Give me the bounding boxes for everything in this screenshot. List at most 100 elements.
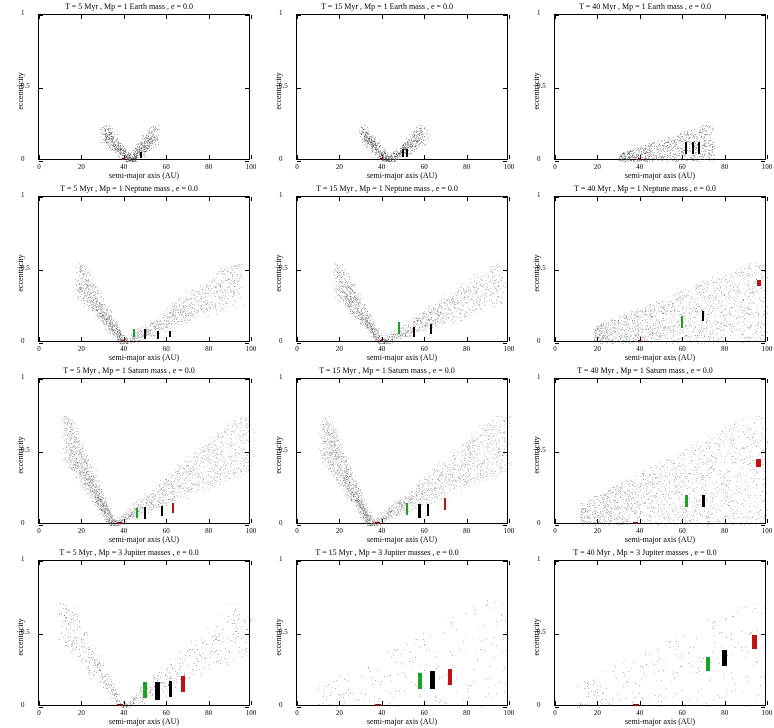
x-tick-label: 60 xyxy=(421,345,428,353)
x-tick-label: 0 xyxy=(37,345,41,353)
marker-bar xyxy=(752,635,757,649)
x-tick-label: 80 xyxy=(205,163,212,171)
y-tick-label: 0 xyxy=(279,519,283,527)
x-tick-label: 80 xyxy=(463,527,470,535)
y-tick-label: 0.5 xyxy=(21,446,30,454)
y-tick-label: 1 xyxy=(279,9,283,17)
y-axis-label: eccentricity xyxy=(16,72,25,109)
y-tick-label: 0 xyxy=(537,337,541,345)
scatter-cloud xyxy=(297,379,507,523)
marker-bar xyxy=(122,158,125,160)
plot-area: 02040608010000.51 xyxy=(296,196,508,342)
y-tick-label: 1 xyxy=(537,555,541,563)
x-tick-label: 60 xyxy=(679,709,686,717)
x-tick-label: 0 xyxy=(553,345,557,353)
y-tick-label: 1 xyxy=(279,191,283,199)
x-tick-label: 80 xyxy=(463,709,470,717)
panel-title: T = 5 Myr , Mp = 1 Saturn mass , e = 0.0 xyxy=(0,366,258,375)
y-tick-label: 0.5 xyxy=(537,264,546,272)
figure-grid: T = 5 Myr , Mp = 1 Earth mass , e = 0.0e… xyxy=(0,0,774,728)
marker-bar xyxy=(722,650,727,666)
x-axis-label: semi-major axis (AU) xyxy=(554,353,766,362)
marker-bar xyxy=(375,704,381,706)
marker-bar xyxy=(448,669,452,685)
marker-bar xyxy=(169,331,171,337)
y-tick-label: 0.5 xyxy=(21,82,30,90)
x-axis-label: semi-major axis (AU) xyxy=(554,535,766,544)
x-axis-label: semi-major axis (AU) xyxy=(554,171,766,180)
x-tick-label: 0 xyxy=(553,527,557,535)
panel-r1-c0: T = 5 Myr , Mp = 1 Neptune mass , e = 0.… xyxy=(0,182,258,364)
panel-r3-c2: T = 40 Myr , Mp = 3 Jupiter masses , e =… xyxy=(516,546,774,728)
marker-bar xyxy=(398,322,400,334)
panel-r0-c2: T = 40 Myr , Mp = 1 Earth mass , e = 0.0… xyxy=(516,0,774,182)
x-tick-label: 20 xyxy=(594,163,601,171)
marker-bar xyxy=(144,329,146,339)
panel-r0-c1: T = 15 Myr , Mp = 1 Earth mass , e = 0.0… xyxy=(258,0,516,182)
panel-title: T = 40 Myr , Mp = 1 Earth mass , e = 0.0 xyxy=(516,2,774,11)
y-tick-label: 0.5 xyxy=(279,446,288,454)
panel-r3-c1: T = 15 Myr , Mp = 3 Jupiter masses , e =… xyxy=(258,546,516,728)
panel-r1-c1: T = 15 Myr , Mp = 1 Neptune mass , e = 0… xyxy=(258,182,516,364)
x-tick-label: 100 xyxy=(762,709,773,717)
y-tick-label: 1 xyxy=(537,9,541,17)
panel-title: T = 40 Myr , Mp = 1 Neptune mass , e = 0… xyxy=(516,184,774,193)
marker-bar xyxy=(418,504,421,518)
scatter-cloud xyxy=(555,197,765,341)
plot-area: 02040608010000.51 xyxy=(38,378,250,524)
marker-bar xyxy=(638,340,641,342)
panel-title: T = 15 Myr , Mp = 1 Earth mass , e = 0.0 xyxy=(258,2,516,11)
marker-bar xyxy=(413,327,415,337)
x-tick-label: 100 xyxy=(762,527,773,535)
marker-bar xyxy=(122,340,125,342)
marker-bar xyxy=(430,671,435,689)
y-tick-label: 0 xyxy=(537,519,541,527)
y-tick-label: 1 xyxy=(537,373,541,381)
x-tick-label: 80 xyxy=(721,527,728,535)
x-tick-label: 60 xyxy=(421,709,428,717)
y-tick-label: 1 xyxy=(279,373,283,381)
x-tick-label: 80 xyxy=(205,709,212,717)
x-tick-label: 20 xyxy=(336,163,343,171)
x-tick-label: 100 xyxy=(246,345,257,353)
x-tick-label: 20 xyxy=(594,709,601,717)
x-tick-label: 0 xyxy=(553,709,557,717)
scatter-cloud xyxy=(297,197,507,341)
x-tick-label: 40 xyxy=(120,709,127,717)
x-tick-label: 40 xyxy=(636,527,643,535)
plot-area: 02040608010000.51 xyxy=(38,14,250,160)
y-tick-label: 0.5 xyxy=(537,628,546,636)
panel-title: T = 40 Myr , Mp = 3 Jupiter masses , e =… xyxy=(516,548,774,557)
marker-bar xyxy=(692,142,694,154)
x-tick-label: 60 xyxy=(679,345,686,353)
marker-bar xyxy=(685,495,688,507)
marker-bar xyxy=(430,324,432,334)
y-tick-label: 0 xyxy=(279,337,283,345)
x-tick-label: 100 xyxy=(504,709,515,717)
x-tick-label: 20 xyxy=(78,345,85,353)
y-axis-label: eccentricity xyxy=(16,254,25,291)
x-tick-label: 20 xyxy=(594,527,601,535)
plot-area: 02040608010000.51 xyxy=(38,196,250,342)
panel-title: T = 15 Myr , Mp = 1 Neptune mass , e = 0… xyxy=(258,184,516,193)
plot-area: 02040608010000.51 xyxy=(554,378,766,524)
panel-r2-c0: T = 5 Myr , Mp = 1 Saturn mass , e = 0.0… xyxy=(0,364,258,546)
panel-r2-c1: T = 15 Myr , Mp = 1 Saturn mass , e = 0.… xyxy=(258,364,516,546)
scatter-cloud xyxy=(555,379,765,523)
y-tick-label: 1 xyxy=(21,9,25,17)
x-axis-label: semi-major axis (AU) xyxy=(554,717,766,726)
marker-bar xyxy=(756,459,761,467)
x-tick-label: 60 xyxy=(163,527,170,535)
marker-bar xyxy=(757,280,761,286)
x-tick-label: 100 xyxy=(246,527,257,535)
x-tick-label: 20 xyxy=(336,527,343,535)
x-tick-label: 20 xyxy=(336,345,343,353)
panel-r2-c2: T = 40 Myr , Mp = 1 Saturn mass , e = 0.… xyxy=(516,364,774,546)
y-tick-label: 0.5 xyxy=(21,628,30,636)
y-tick-label: 0.5 xyxy=(537,446,546,454)
x-tick-label: 100 xyxy=(504,345,515,353)
x-tick-label: 60 xyxy=(163,163,170,171)
plot-area: 02040608010000.51 xyxy=(38,560,250,706)
panel-title: T = 15 Myr , Mp = 3 Jupiter masses , e =… xyxy=(258,548,516,557)
x-tick-label: 80 xyxy=(463,345,470,353)
